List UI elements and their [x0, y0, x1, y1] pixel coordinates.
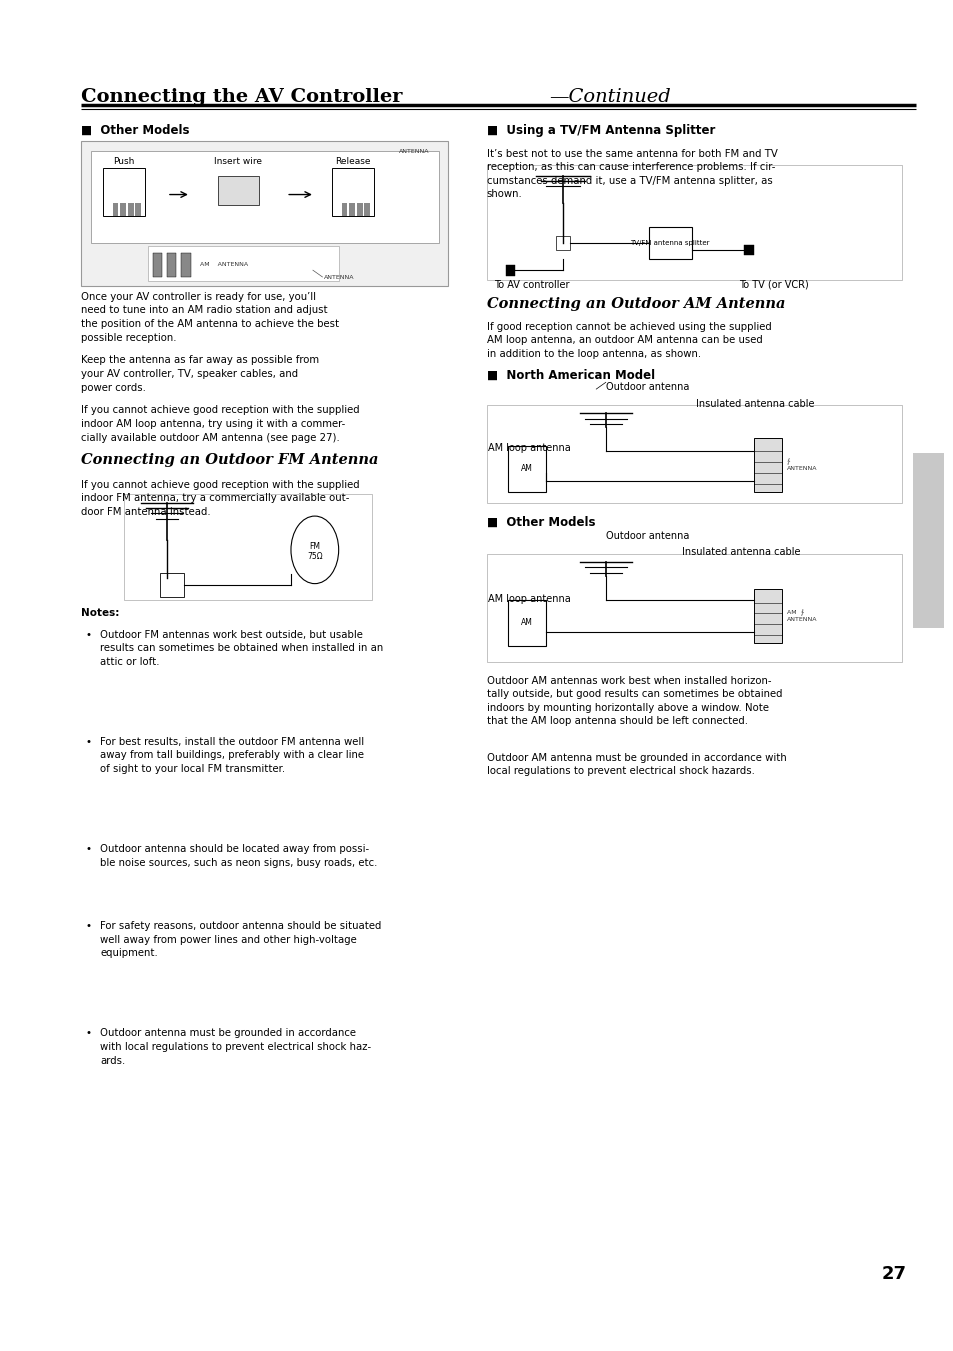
Text: If you cannot achieve good reception with the supplied
indoor FM antenna, try a : If you cannot achieve good reception wit…: [81, 480, 359, 517]
Bar: [181, 253, 191, 277]
Bar: [91, 151, 438, 243]
Text: If good reception cannot be achieved using the supplied
AM loop antenna, an outd: If good reception cannot be achieved usi…: [486, 322, 770, 359]
Bar: [743, 245, 753, 255]
Bar: [160, 573, 184, 597]
Text: Outdoor AM antenna must be grounded in accordance with
local regulations to prev: Outdoor AM antenna must be grounded in a…: [486, 753, 785, 775]
Text: Push: Push: [113, 157, 134, 166]
Text: Insert wire: Insert wire: [214, 157, 262, 166]
Bar: [364, 203, 370, 216]
Text: •: •: [86, 736, 91, 747]
Text: If you cannot achieve good reception with the supplied
indoor AM loop antenna, t: If you cannot achieve good reception wit…: [81, 405, 359, 443]
Bar: [124, 494, 372, 600]
Text: •: •: [86, 921, 91, 931]
Text: •: •: [86, 844, 91, 854]
Text: TV/FM antenna splitter: TV/FM antenna splitter: [629, 240, 709, 246]
Text: ∱
ANTENNA: ∱ ANTENNA: [786, 459, 817, 470]
Text: Outdoor antenna should be located away from possi-
ble noise sources, such as ne: Outdoor antenna should be located away f…: [100, 844, 377, 867]
Bar: [112, 203, 118, 216]
Bar: [120, 203, 126, 216]
Text: ■  North American Model: ■ North American Model: [486, 369, 654, 382]
Text: ANTENNA: ANTENNA: [398, 149, 429, 154]
Text: ■  Other Models: ■ Other Models: [486, 516, 595, 530]
Bar: [486, 405, 901, 503]
Text: Once your AV controller is ready for use, you’ll
need to tune into an AM radio s: Once your AV controller is ready for use…: [81, 292, 339, 343]
Text: It’s best not to use the same antenna for both FM and TV
reception, as this can : It’s best not to use the same antenna fo…: [486, 149, 777, 200]
Bar: [128, 203, 133, 216]
Bar: [341, 203, 347, 216]
Bar: [356, 203, 362, 216]
Text: AM  ∱
ANTENNA: AM ∱ ANTENNA: [786, 611, 817, 621]
Bar: [912, 453, 943, 628]
Bar: [135, 203, 141, 216]
Text: AM: AM: [520, 619, 532, 627]
Text: 27: 27: [881, 1266, 905, 1283]
Text: ■  Other Models: ■ Other Models: [81, 124, 190, 138]
Text: •: •: [86, 1028, 91, 1039]
Text: Insulated antenna cable: Insulated antenna cable: [681, 547, 800, 557]
Bar: [332, 168, 374, 216]
Text: AM    ANTENNA: AM ANTENNA: [200, 262, 248, 267]
Bar: [486, 554, 901, 662]
Bar: [148, 246, 338, 281]
Text: Connecting an Outdoor FM Antenna: Connecting an Outdoor FM Antenna: [81, 453, 378, 466]
Text: Keep the antenna as far away as possible from
your AV controller, TV, speaker ca: Keep the antenna as far away as possible…: [81, 355, 319, 393]
Text: Outdoor antenna must be grounded in accordance
with local regulations to prevent: Outdoor antenna must be grounded in acco…: [100, 1028, 371, 1066]
Text: To AV controller: To AV controller: [494, 280, 569, 289]
Text: Connecting the AV Controller: Connecting the AV Controller: [81, 88, 402, 105]
Text: Release: Release: [335, 157, 371, 166]
Bar: [753, 589, 781, 643]
Bar: [81, 141, 448, 286]
Text: For safety reasons, outdoor antenna should be situated
well away from power line: For safety reasons, outdoor antenna shou…: [100, 921, 381, 958]
Bar: [648, 227, 691, 259]
Bar: [103, 168, 145, 216]
Text: •: •: [86, 630, 91, 639]
Text: Insulated antenna cable: Insulated antenna cable: [696, 399, 814, 408]
Text: Outdoor antenna: Outdoor antenna: [605, 382, 688, 392]
Text: ■  Using a TV/FM Antenna Splitter: ■ Using a TV/FM Antenna Splitter: [486, 124, 714, 138]
Text: —Continued: —Continued: [549, 88, 671, 105]
Bar: [167, 253, 176, 277]
Bar: [753, 438, 781, 492]
Bar: [507, 446, 545, 492]
Text: Outdoor AM antennas work best when installed horizon-
tally outside, but good re: Outdoor AM antennas work best when insta…: [486, 676, 781, 727]
Circle shape: [291, 516, 338, 584]
Text: AM loop antenna: AM loop antenna: [488, 443, 571, 453]
Text: Outdoor antenna: Outdoor antenna: [605, 531, 688, 540]
Text: FM
75Ω: FM 75Ω: [307, 542, 322, 561]
Bar: [505, 265, 515, 276]
Bar: [349, 203, 355, 216]
Text: Connecting an Outdoor AM Antenna: Connecting an Outdoor AM Antenna: [486, 297, 784, 311]
Text: To TV (or VCR): To TV (or VCR): [739, 280, 808, 289]
Bar: [217, 176, 259, 205]
Text: ANTENNA: ANTENNA: [324, 274, 355, 280]
Text: Notes:: Notes:: [81, 608, 119, 617]
Text: AM loop antenna: AM loop antenna: [488, 594, 571, 604]
Bar: [486, 165, 901, 280]
Bar: [556, 236, 569, 250]
Text: For best results, install the outdoor FM antenna well
away from tall buildings, : For best results, install the outdoor FM…: [100, 736, 364, 774]
Bar: [507, 600, 545, 646]
Bar: [152, 253, 162, 277]
Text: Outdoor FM antennas work best outside, but usable
results can sometimes be obtai: Outdoor FM antennas work best outside, b…: [100, 630, 383, 667]
Text: AM: AM: [520, 465, 532, 473]
